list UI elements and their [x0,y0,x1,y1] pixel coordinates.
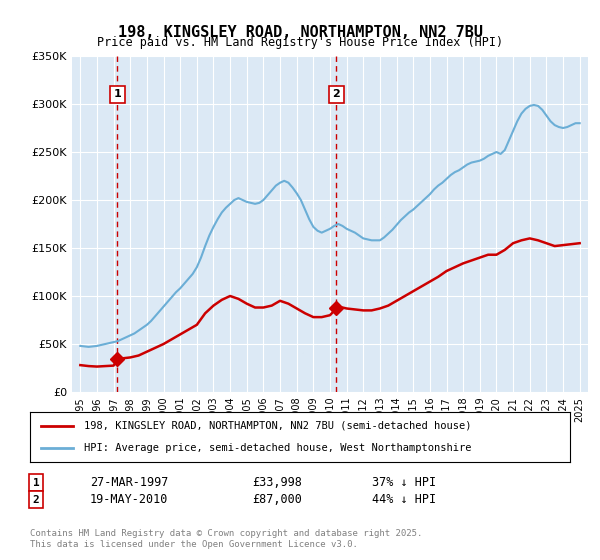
Text: Price paid vs. HM Land Registry's House Price Index (HPI): Price paid vs. HM Land Registry's House … [97,36,503,49]
Text: HPI: Average price, semi-detached house, West Northamptonshire: HPI: Average price, semi-detached house,… [84,443,472,453]
Text: 2: 2 [332,90,340,100]
Text: 198, KINGSLEY ROAD, NORTHAMPTON, NN2 7BU (semi-detached house): 198, KINGSLEY ROAD, NORTHAMPTON, NN2 7BU… [84,421,472,431]
Text: Contains HM Land Registry data © Crown copyright and database right 2025.
This d: Contains HM Land Registry data © Crown c… [30,529,422,549]
Text: 19-MAY-2010: 19-MAY-2010 [90,493,169,506]
Text: 198, KINGSLEY ROAD, NORTHAMPTON, NN2 7BU: 198, KINGSLEY ROAD, NORTHAMPTON, NN2 7BU [118,25,482,40]
Text: 2: 2 [32,494,40,505]
Text: 1: 1 [113,90,121,100]
Text: £33,998: £33,998 [252,476,302,489]
Text: 37% ↓ HPI: 37% ↓ HPI [372,476,436,489]
Text: 1: 1 [32,478,40,488]
Text: £87,000: £87,000 [252,493,302,506]
Text: 44% ↓ HPI: 44% ↓ HPI [372,493,436,506]
Text: 27-MAR-1997: 27-MAR-1997 [90,476,169,489]
